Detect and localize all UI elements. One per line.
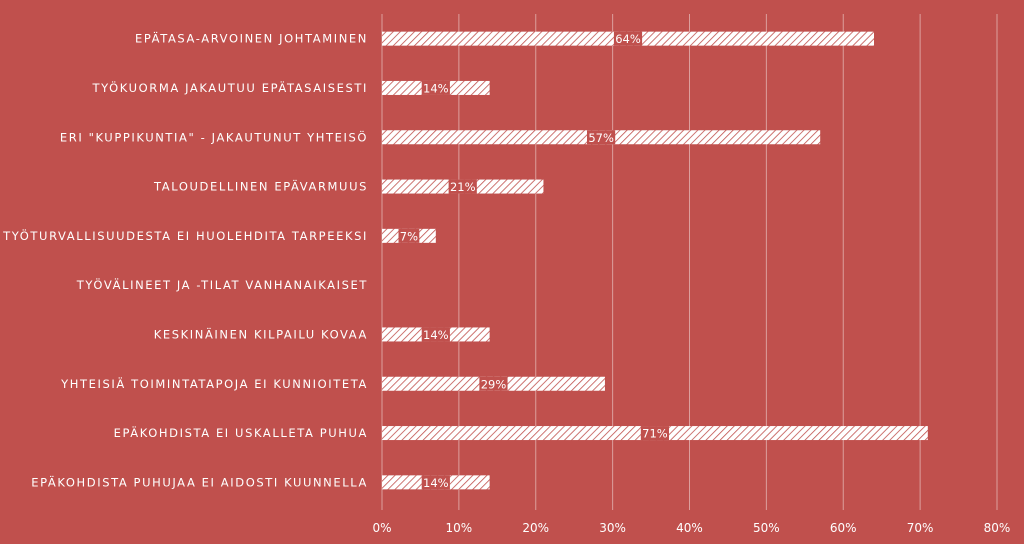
data-labels: 64% 14% 57% 21% 7% 14% 29% 71% 14% [398, 31, 670, 490]
data-label: 29% [481, 377, 507, 391]
category-label: TYÖTURVALLISUUDESTA EI HUOLEHDITA TARPEE… [2, 227, 368, 243]
data-label-background [479, 376, 508, 391]
x-tick-label: 30% [599, 521, 626, 535]
data-label-background [586, 130, 616, 145]
data-label-background [398, 228, 420, 243]
category-labels: EPÄTASA-ARVOINEN JOHTAMINEN TYÖKUORMA JAK… [2, 31, 369, 490]
x-tick-label: 20% [522, 521, 549, 535]
data-label: 71% [642, 427, 668, 441]
data-label: 14% [423, 81, 449, 95]
data-label: 21% [450, 180, 476, 194]
data-label-background [613, 31, 643, 46]
x-tick-label: 0% [372, 521, 391, 535]
x-tick-label: 50% [753, 521, 780, 535]
category-label: TYÖVÄLINEET JA -TILAT VANHANAIKAISET [76, 276, 368, 292]
data-label: 57% [588, 131, 614, 145]
category-label: TALOUDELLINEN EPÄVARMUUS [153, 179, 368, 194]
data-label: 14% [423, 476, 449, 490]
x-tick-label: 60% [830, 521, 857, 535]
category-label: EPÄKOHDISTA EI USKALLETA PUHUA [114, 425, 368, 440]
x-tick-label: 40% [676, 521, 703, 535]
x-tick-label: 70% [907, 521, 934, 535]
category-label: EPÄKOHDISTA PUHUJAA EI AIDOSTI KUUNNELLA [31, 474, 368, 489]
data-label: 7% [400, 229, 418, 243]
data-label-background [448, 179, 477, 194]
data-label-background [421, 327, 450, 342]
category-label: TYÖKUORMA JAKAUTUU EPÄTASAISESTI [92, 79, 369, 95]
data-label-background [421, 475, 450, 490]
x-tick-label: 10% [446, 521, 473, 535]
data-label: 14% [423, 328, 449, 342]
data-label: 64% [615, 32, 641, 46]
category-label: YHTEISIÄ TOIMINTATAPOJA EI KUNNIOITETA [60, 376, 368, 391]
category-label: KESKINÄINEN KILPAILU KOVAA [154, 326, 368, 341]
x-axis-tick-labels: 0% 10% 20% 30% 40% 50% 60% 70% 80% [372, 521, 1010, 535]
gridlines [381, 14, 998, 510]
category-label: ERI "KUPPIKUNTIA" - JAKAUTUNUT YHTEISÖ [60, 128, 368, 144]
x-tick-label: 80% [984, 521, 1011, 535]
bars [382, 31, 928, 490]
category-label: EPÄTASA-ARVOINEN JOHTAMINEN [135, 31, 368, 46]
data-label-background [421, 80, 450, 95]
data-label-background [640, 426, 670, 441]
